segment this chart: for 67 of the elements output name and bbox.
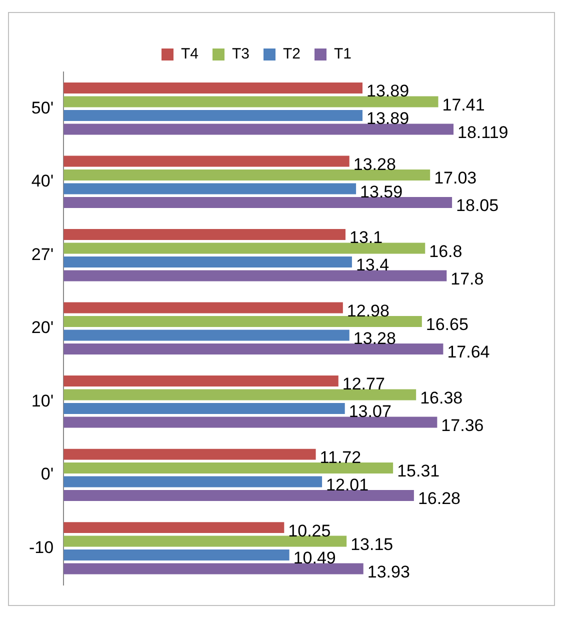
data-label: 17.64 bbox=[447, 342, 490, 362]
bar bbox=[64, 376, 338, 387]
bar bbox=[64, 403, 345, 414]
data-label: 16.8 bbox=[429, 242, 462, 261]
data-label: 16.28 bbox=[418, 489, 460, 508]
data-label: 17.41 bbox=[442, 95, 485, 114]
y-tick-label: -10 bbox=[28, 538, 54, 557]
data-label: 17.8 bbox=[450, 269, 484, 288]
bar bbox=[64, 536, 347, 547]
bar bbox=[64, 522, 284, 534]
data-label: 18.05 bbox=[456, 196, 499, 216]
bar bbox=[64, 156, 350, 167]
legend-label: T4 bbox=[180, 46, 199, 63]
data-label: 13.15 bbox=[350, 534, 394, 554]
data-label: 17.03 bbox=[434, 168, 477, 188]
data-label: 13.59 bbox=[360, 182, 403, 202]
data-label: 13.28 bbox=[353, 328, 396, 348]
data-label: 13.1 bbox=[350, 228, 383, 248]
bar bbox=[64, 389, 416, 400]
bar bbox=[64, 550, 290, 561]
bar bbox=[64, 82, 363, 94]
bar bbox=[64, 462, 394, 474]
bar bbox=[64, 270, 447, 282]
bar bbox=[64, 256, 352, 268]
data-label: 10.49 bbox=[293, 548, 336, 568]
data-label: 12.01 bbox=[326, 475, 369, 494]
legend-label: T1 bbox=[334, 46, 352, 63]
data-label: 13.28 bbox=[353, 154, 396, 174]
bar bbox=[64, 563, 364, 574]
data-label: 12.77 bbox=[342, 374, 385, 394]
bar bbox=[64, 302, 343, 314]
data-label: 16.65 bbox=[426, 315, 468, 334]
y-tick-label: 20' bbox=[31, 318, 54, 338]
bar bbox=[64, 170, 430, 181]
bar bbox=[64, 124, 454, 135]
bar bbox=[64, 316, 422, 328]
bar bbox=[64, 476, 322, 488]
bar bbox=[64, 229, 346, 240]
y-tick-label: 27' bbox=[31, 244, 54, 264]
bar bbox=[64, 96, 438, 108]
bar bbox=[64, 183, 356, 194]
bar bbox=[64, 344, 444, 354]
y-tick-label: 50' bbox=[31, 98, 54, 118]
bar bbox=[64, 242, 426, 254]
data-label: 13.89 bbox=[366, 82, 410, 101]
y-tick-label: 0' bbox=[40, 464, 54, 484]
data-label: 11.72 bbox=[320, 448, 362, 467]
bar bbox=[64, 110, 363, 121]
data-label: 10.25 bbox=[288, 521, 331, 540]
data-label: 13.4 bbox=[356, 256, 390, 275]
y-tick-label: 40' bbox=[31, 172, 54, 191]
data-label: 16.38 bbox=[420, 388, 463, 408]
bar bbox=[64, 416, 438, 428]
bar bbox=[64, 196, 452, 208]
data-label: 15.31 bbox=[397, 462, 440, 481]
y-tick-label: 10' bbox=[31, 391, 54, 410]
data-label: 13.93 bbox=[367, 562, 410, 582]
data-label: 13.07 bbox=[348, 402, 392, 422]
data-label: 13.89 bbox=[366, 109, 410, 128]
data-label: 12.98 bbox=[346, 301, 390, 320]
data-label: 17.36 bbox=[441, 416, 484, 435]
bar bbox=[64, 448, 316, 460]
legend-label: T3 bbox=[232, 46, 250, 63]
data-label: 18.119 bbox=[458, 122, 508, 142]
bar bbox=[64, 330, 350, 341]
legend-label: T2 bbox=[283, 46, 301, 63]
bar bbox=[64, 490, 414, 502]
